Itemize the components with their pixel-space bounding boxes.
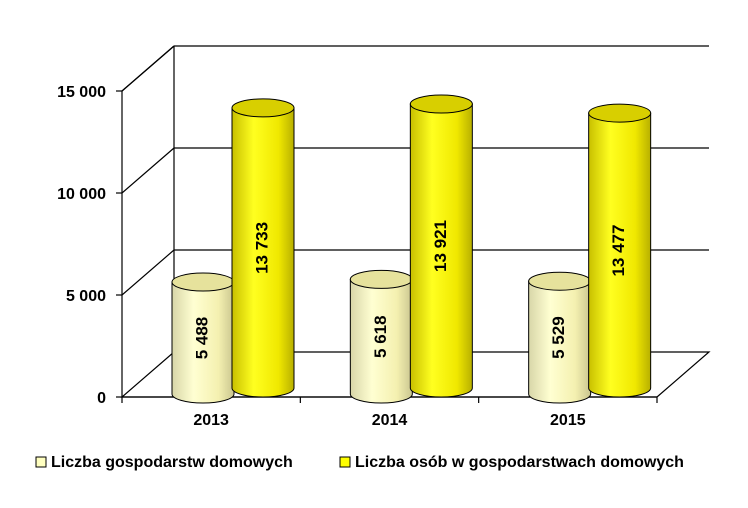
bar-top xyxy=(528,271,592,291)
bar-top xyxy=(588,103,652,123)
legend-label: Liczba osób w gospodarstwach domowych xyxy=(355,454,684,471)
y-tick-label: 5 000 xyxy=(66,288,106,305)
data-label: 13 733 xyxy=(252,222,271,274)
x-tick-label: 2013 xyxy=(193,412,229,429)
legend-swatch xyxy=(35,456,47,468)
data-label: 13 921 xyxy=(431,220,450,272)
bar-body xyxy=(528,280,592,404)
bar: 13 921 xyxy=(409,94,473,398)
data-label: 13 477 xyxy=(609,225,628,277)
bar-body xyxy=(409,103,473,398)
bar: 13 477 xyxy=(588,103,652,398)
bar-body xyxy=(171,281,235,404)
bar-top xyxy=(231,98,295,118)
bar: 5 618 xyxy=(349,269,413,404)
bar-body xyxy=(231,107,295,398)
bar: 13 733 xyxy=(231,98,295,398)
bar: 5 488 xyxy=(171,272,235,404)
data-label: 5 529 xyxy=(549,316,568,359)
bars: 5 488 13 733 5 618 13 921 5 529 13 477 xyxy=(171,94,652,404)
y-tick-label: 15 000 xyxy=(57,84,106,101)
x-tick-label: 2015 xyxy=(550,412,586,429)
legend-label: Liczba gospodarstw domowych xyxy=(51,454,293,471)
wall-top-edge xyxy=(121,45,175,92)
data-label: 5 488 xyxy=(192,317,211,360)
bar-top xyxy=(171,272,235,292)
data-label: 5 618 xyxy=(371,315,390,358)
bar-body xyxy=(349,278,413,404)
bar-top xyxy=(409,94,473,114)
legend-swatch xyxy=(339,456,351,468)
legend-item: Liczba gospodarstw domowych xyxy=(35,454,293,471)
gridline-side xyxy=(121,147,175,194)
legend-item: Liczba osób w gospodarstwach domowych xyxy=(339,454,684,471)
gridline-side xyxy=(121,249,175,296)
x-tick-label: 2014 xyxy=(372,412,408,429)
y-axis: 0 5 000 10 000 15 000 xyxy=(57,84,123,407)
bar: 5 529 xyxy=(528,271,592,404)
bar-body xyxy=(588,112,652,398)
legend: Liczba gospodarstw domowych Liczba osób w… xyxy=(35,454,684,471)
bar-top xyxy=(349,269,413,289)
y-tick-label: 10 000 xyxy=(57,186,106,203)
y-tick-label: 0 xyxy=(97,390,106,407)
